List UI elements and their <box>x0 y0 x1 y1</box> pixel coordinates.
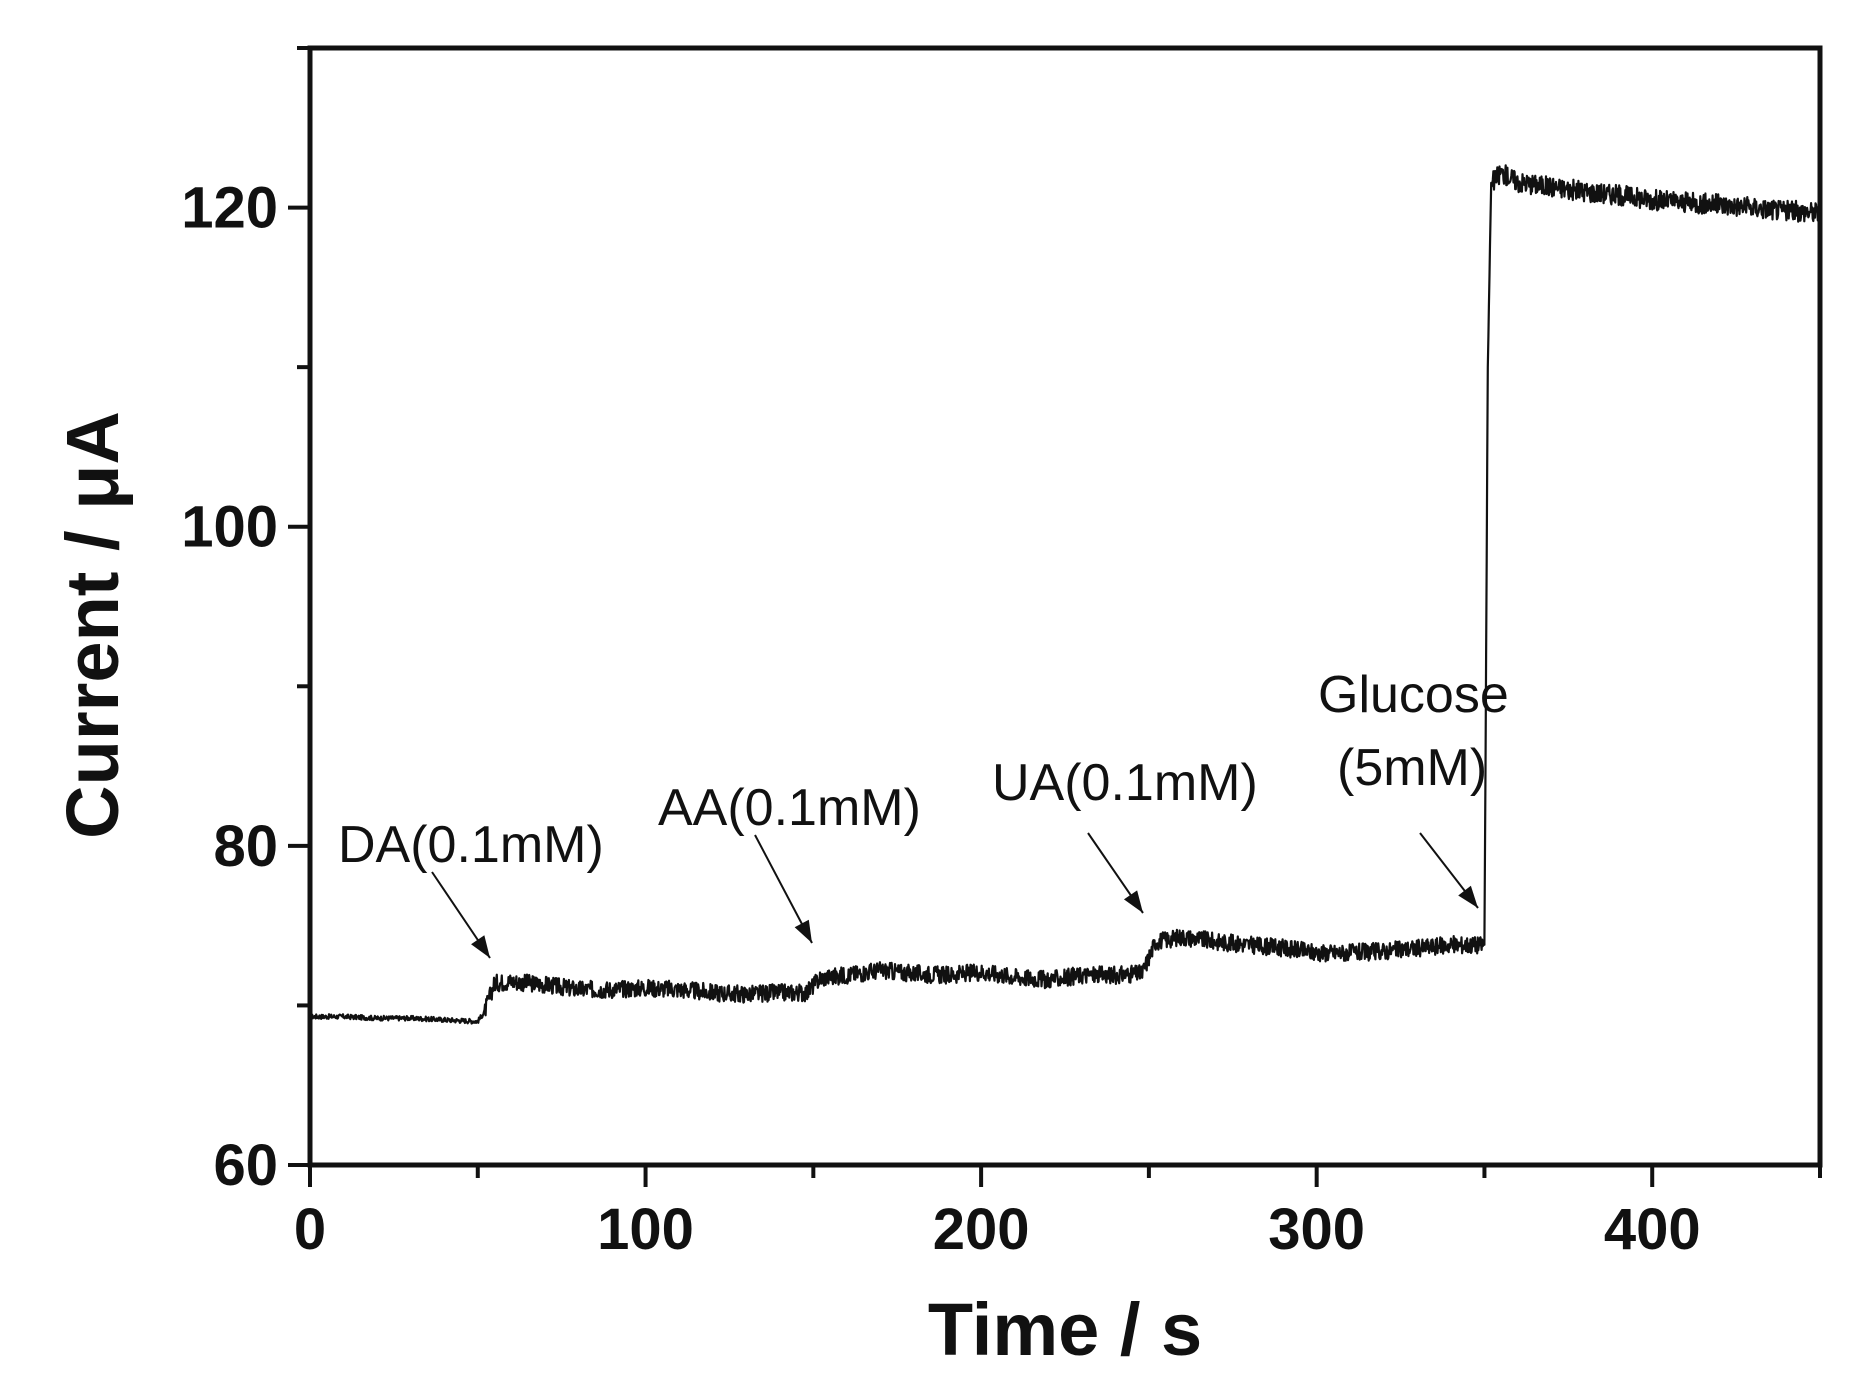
x-axis-title: Time / s <box>928 1288 1202 1371</box>
y-axis-title: Current / μA <box>51 411 134 839</box>
arrow-head <box>1123 890 1143 913</box>
x-tick-label: 200 <box>933 1197 1030 1262</box>
x-tick-label: 400 <box>1604 1197 1701 1262</box>
arrow-head <box>1458 885 1478 908</box>
y-tick-label: 120 <box>181 176 278 241</box>
annotations: DA(0.1mM) AA(0.1mM) UA(0.1mM) Glucose (5mM) <box>338 666 1509 959</box>
y-tick-label: 100 <box>181 495 278 560</box>
annotation-label: Glucose <box>1318 666 1509 724</box>
annotation: UA(0.1mM) <box>992 754 1258 914</box>
x-axis-ticks: 0 100 200 300 400 <box>294 1165 1822 1262</box>
annotation-label: (5mM) <box>1337 739 1487 797</box>
arrow-head <box>794 919 812 943</box>
y-axis-ticks: 60 80 100 120 <box>181 46 310 1198</box>
x-tick-label: 100 <box>597 1197 694 1262</box>
annotation: Glucose (5mM) <box>1318 666 1509 909</box>
annotation: DA(0.1mM) <box>338 816 604 959</box>
x-tick-label: 0 <box>294 1197 326 1262</box>
annotation-label: AA(0.1mM) <box>658 779 921 837</box>
y-tick-label: 80 <box>213 814 278 879</box>
annotation: AA(0.1mM) <box>658 779 921 944</box>
annotation-label: UA(0.1mM) <box>992 754 1258 812</box>
arrow-head <box>471 935 490 958</box>
plot-frame <box>307 45 1823 1168</box>
series-line <box>309 164 1822 1025</box>
x-tick-label: 300 <box>1268 1197 1365 1262</box>
y-tick-label: 60 <box>213 1133 278 1198</box>
annotation-label: DA(0.1mM) <box>338 816 604 874</box>
